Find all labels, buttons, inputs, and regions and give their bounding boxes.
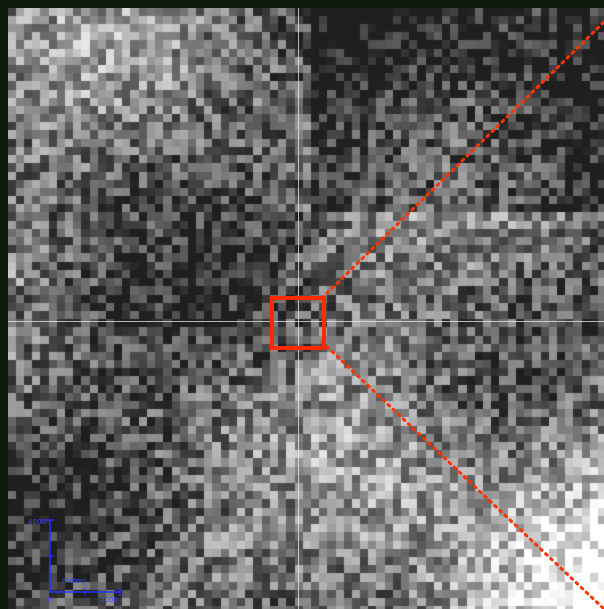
- crosshair-horizontal-line: [8, 321, 604, 322]
- scale-bar-y-max-label: 4000: [28, 518, 46, 526]
- zoom-line-upper: [320, 20, 604, 300]
- zoom-line-lower: [320, 340, 604, 609]
- scale-bar-unit-label: meters: [62, 577, 87, 585]
- zoom-selection-box[interactable]: [270, 296, 326, 350]
- scale-bar: 4000 meters 0 2000: [28, 518, 121, 604]
- scale-bar-origin-label: 0: [47, 596, 51, 604]
- scale-bar-x-max-label: 2000: [100, 596, 118, 604]
- grayscale-raster-image[interactable]: [8, 8, 604, 609]
- crosshair-vertical-line: [298, 8, 299, 609]
